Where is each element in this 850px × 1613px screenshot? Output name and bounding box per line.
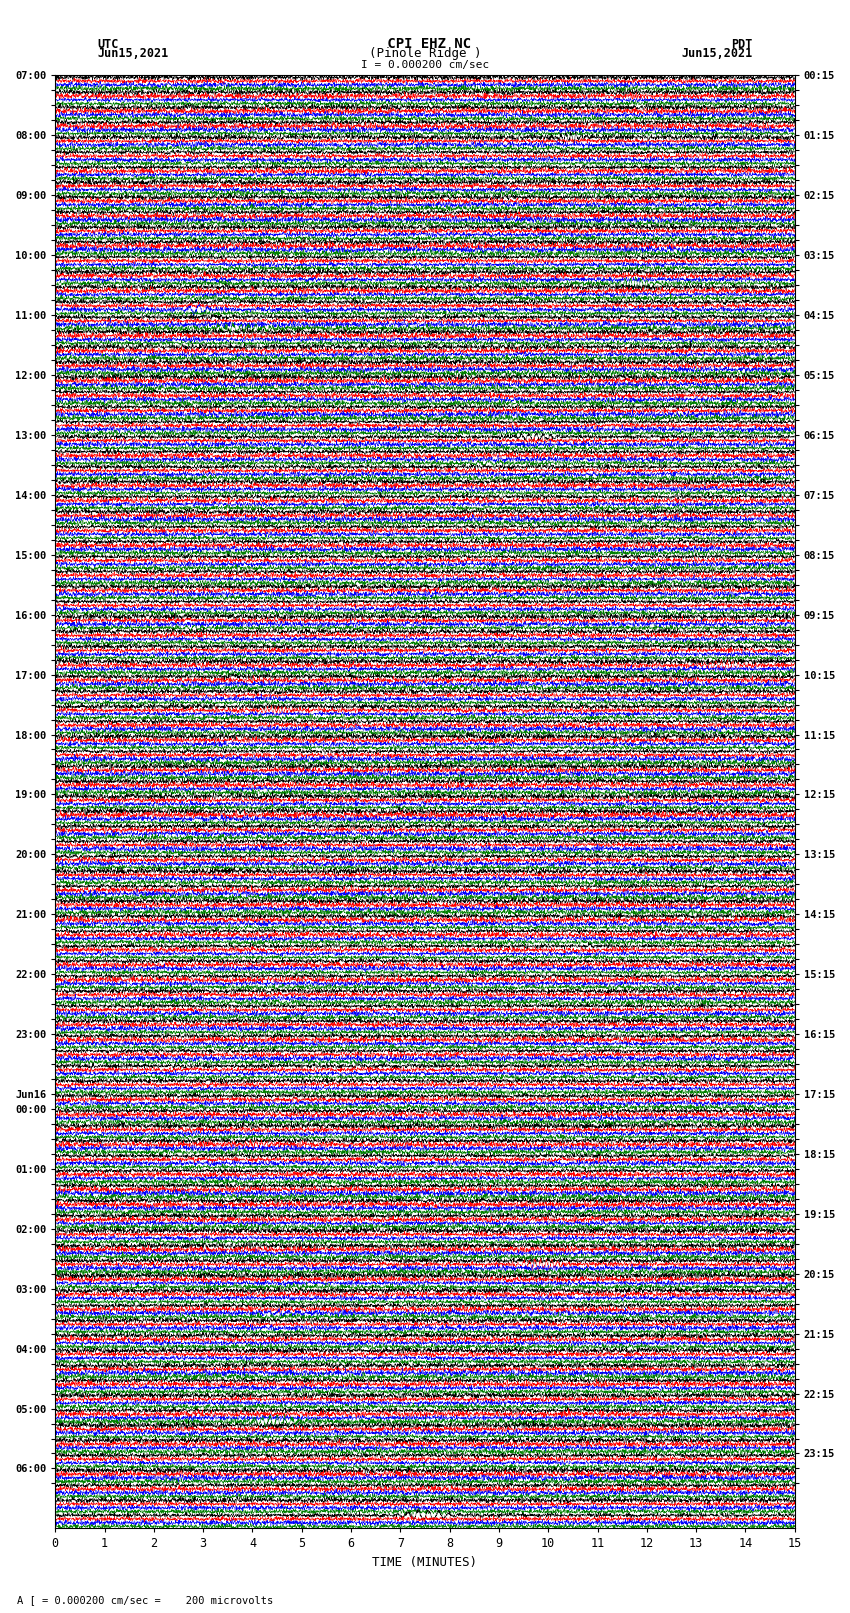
Text: I = 0.000200 cm/sec: I = 0.000200 cm/sec [361,60,489,69]
X-axis label: TIME (MINUTES): TIME (MINUTES) [372,1557,478,1569]
Text: Jun15,2021: Jun15,2021 [98,47,169,60]
Text: UTC: UTC [98,37,119,50]
Text: PDT: PDT [731,37,752,50]
Text: A [ = 0.000200 cm/sec =    200 microvolts: A [ = 0.000200 cm/sec = 200 microvolts [17,1595,273,1605]
Text: CPI EHZ NC: CPI EHZ NC [379,37,471,50]
Text: (Pinole Ridge ): (Pinole Ridge ) [369,47,481,60]
Text: Jun15,2021: Jun15,2021 [681,47,752,60]
